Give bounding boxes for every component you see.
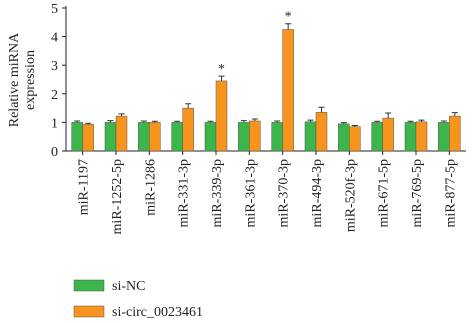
error-bar	[285, 23, 292, 30]
bar	[138, 122, 150, 152]
error-bar	[74, 120, 81, 123]
error-bar	[374, 120, 381, 123]
bar	[271, 122, 283, 152]
error-bar	[251, 118, 258, 121]
bar	[449, 115, 461, 152]
x-tick-label: miR-671-5p	[377, 159, 392, 227]
bar	[282, 29, 294, 152]
bar	[249, 120, 261, 152]
bar	[315, 112, 328, 152]
x-tick-label: miR-339-3p	[210, 159, 225, 227]
x-tick-label: miR-494-3p	[310, 159, 325, 227]
bar	[82, 124, 94, 152]
bar	[71, 122, 83, 152]
error-bar	[274, 120, 281, 123]
bar	[371, 122, 383, 152]
error-bar	[151, 120, 158, 123]
x-tick-label: miR-1252-5p	[110, 159, 125, 234]
error-bar	[140, 120, 147, 123]
legend-swatch	[73, 279, 105, 292]
significance-mark: *	[218, 62, 225, 77]
y-tick-label: 5	[51, 2, 58, 17]
error-bar	[85, 122, 92, 125]
x-tick-label: miR-1286	[143, 159, 158, 216]
bar	[115, 115, 128, 152]
error-bar	[440, 120, 447, 123]
bar	[404, 122, 417, 152]
bar	[215, 80, 228, 152]
error-bar	[185, 103, 192, 109]
error-bar	[385, 112, 392, 119]
error-bar	[174, 120, 181, 123]
bar	[382, 117, 394, 152]
error-bar	[307, 119, 314, 122]
error-bar	[318, 106, 325, 113]
y-axis-label: expression	[23, 50, 38, 110]
error-bar	[240, 120, 247, 123]
error-bar	[340, 122, 347, 124]
y-tick-label: 4	[51, 31, 58, 46]
legend-label: si-NC	[112, 279, 145, 294]
bar	[149, 122, 161, 152]
x-tick-label: miR-361-3p	[243, 159, 258, 227]
bar	[104, 122, 117, 152]
bar	[438, 122, 450, 152]
x-tick-label: miR-1197	[77, 159, 92, 215]
legend-swatch	[73, 305, 105, 318]
bar	[304, 121, 317, 152]
bar	[338, 123, 350, 152]
error-bar	[207, 120, 214, 123]
x-tick-label: miR-370-3p	[277, 159, 292, 227]
bar	[415, 121, 428, 152]
x-tick-label: miR-877-5p	[443, 159, 458, 227]
x-tick-label: miR-520f-3p	[343, 159, 358, 232]
error-bar	[418, 119, 425, 122]
bar	[182, 107, 194, 152]
error-bar	[218, 75, 225, 81]
y-tick-label: 0	[51, 145, 58, 160]
bar	[204, 122, 217, 152]
y-tick-label: 1	[51, 116, 58, 131]
y-tick-label: 2	[51, 88, 58, 103]
bar	[349, 126, 361, 152]
error-bar	[451, 112, 458, 117]
legend-label: si-circ_0023461	[112, 305, 203, 320]
significance-mark: *	[285, 10, 292, 25]
y-axis-label: Relative miRNA	[7, 32, 22, 127]
bar	[171, 122, 183, 152]
x-tick-label: miR-331-3p	[177, 159, 192, 227]
error-bar	[118, 113, 125, 117]
error-bar	[407, 120, 414, 123]
x-tick-label: miR-769-5p	[410, 159, 425, 227]
error-bar	[107, 120, 114, 123]
y-tick-label: 3	[51, 59, 58, 74]
error-bar	[351, 125, 358, 127]
bar	[238, 122, 250, 152]
